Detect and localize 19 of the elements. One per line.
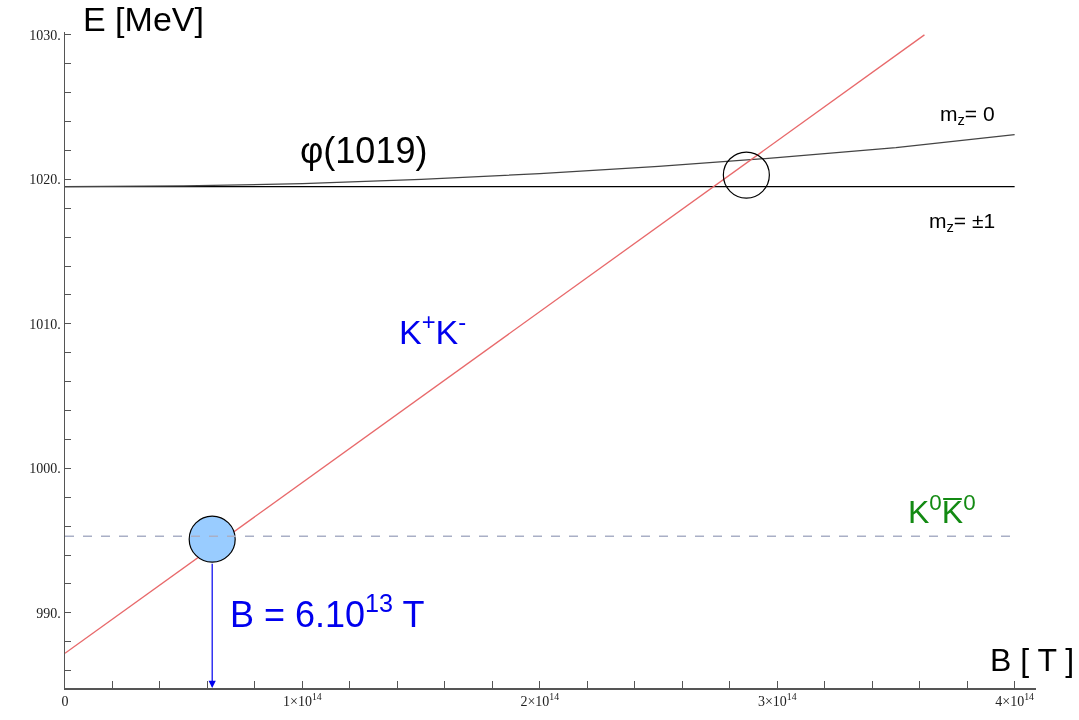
x-tick-label: 3×10$^{14}$ — [757, 691, 797, 710]
x-tick-label: 4×10$^{14}$ — [995, 691, 1035, 710]
y-tick-label: 990. — [36, 605, 61, 621]
line-series — [65, 133, 1016, 188]
y-tick-label: 1020. — [29, 172, 61, 188]
x-axis-title: B [ T ] — [990, 642, 1075, 678]
ref-line-label: K$^{0}$K̅$^{0}$ — [908, 490, 976, 531]
y-tick-label: 1000. — [29, 461, 61, 477]
annotation: K$^{+}$K$^{-}$ — [399, 308, 467, 352]
annotation: φ(1019) — [300, 130, 428, 171]
annotation: m$_{z}$= 0 — [940, 102, 995, 129]
annotation: B = 6.10$^{13}$ T — [230, 589, 425, 636]
annotation: m$_{z}$= ±1 — [929, 209, 996, 236]
y-axis-title: E [MeV] — [83, 0, 204, 38]
x-tick-label: 1×10$^{14}$ — [283, 691, 322, 710]
y-tick-label: 1030. — [29, 27, 61, 43]
y-tick-label: 1010. — [29, 316, 61, 332]
x-tick-label: 0 — [61, 694, 69, 710]
x-tick-label: 2×10$^{14}$ — [520, 691, 560, 710]
